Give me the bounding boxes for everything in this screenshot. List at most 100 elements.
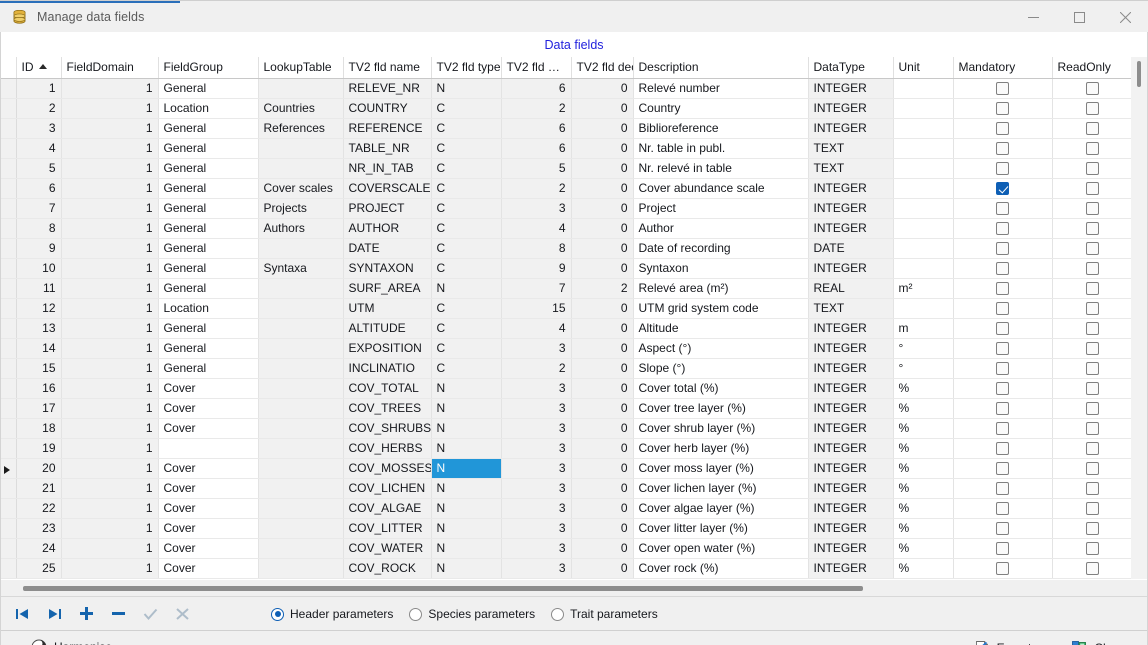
cell-fielddomain[interactable]: 1 [61, 318, 159, 339]
column-header-fielddomain[interactable]: FieldDomain [61, 57, 159, 79]
cell-fieldgroup[interactable]: General [158, 158, 259, 179]
cell-tv2-fld-type[interactable]: C [431, 318, 502, 339]
cell-id[interactable]: 9 [16, 238, 62, 259]
cell-fieldgroup[interactable]: Cover [158, 418, 259, 439]
cell-tv2-fld-dec[interactable]: 0 [571, 118, 634, 139]
cell-tv2-fld-name[interactable]: COVERSCALE [343, 178, 432, 199]
cell-tv2-fld-dec[interactable]: 0 [571, 258, 634, 279]
column-header-datatype[interactable]: DataType [808, 57, 894, 79]
column-header-readonly[interactable]: ReadOnly [1052, 57, 1133, 79]
cell-tv2-fld-name[interactable]: COV_SHRUBS [343, 418, 432, 439]
cell-tv2-fld-dec[interactable]: 0 [571, 358, 634, 379]
table-row[interactable]: 7 1 General Projects PROJECT C 3 0 Project INTEGE… [1, 198, 1133, 219]
checkbox-unchecked-icon[interactable] [996, 542, 1009, 556]
cell-unit[interactable]: % [893, 538, 954, 559]
cell-lookuptable[interactable]: Syntaxa [258, 258, 344, 279]
cell-fieldgroup[interactable]: General [158, 78, 259, 99]
checkbox-unchecked-icon[interactable] [1085, 122, 1099, 136]
cell-unit[interactable]: % [893, 378, 954, 399]
cell-tv2-fld-type[interactable]: N [431, 278, 502, 299]
cell-tv2-fld-length[interactable]: 6 [501, 78, 572, 99]
cell-fieldgroup[interactable]: Cover [158, 398, 259, 419]
cell-datatype[interactable]: INTEGER [808, 198, 894, 219]
checkbox-unchecked-icon[interactable] [996, 462, 1009, 476]
cell-lookuptable[interactable] [258, 358, 344, 379]
cell-description[interactable]: Altitude [633, 318, 809, 339]
cell-readonly[interactable] [1052, 478, 1133, 499]
checkbox-unchecked-icon[interactable] [1085, 262, 1099, 276]
checkbox-unchecked-icon[interactable] [996, 102, 1009, 116]
cell-description[interactable]: Cover abundance scale [633, 178, 809, 199]
grid-horizontal-scrollbar[interactable] [1, 579, 1147, 596]
cell-readonly[interactable] [1052, 98, 1133, 119]
cell-unit[interactable] [893, 258, 954, 279]
radio-unselected-icon[interactable] [409, 607, 423, 621]
cell-unit[interactable]: % [893, 438, 954, 459]
table-row[interactable]: 1 1 General RELEVE_NR N 6 0 Relevé number INTEGE… [1, 78, 1133, 99]
checkbox-unchecked-icon[interactable] [1085, 402, 1099, 416]
radio-unselected-icon[interactable] [551, 607, 565, 621]
cell-readonly[interactable] [1052, 558, 1133, 579]
cell-fielddomain[interactable]: 1 [61, 158, 159, 179]
checkbox-unchecked-icon[interactable] [1085, 482, 1099, 496]
checkbox-checked-icon[interactable] [996, 182, 1009, 196]
table-row[interactable]: 16 1 Cover COV_TOTAL N 3 0 Cover total (%) INTEG… [1, 378, 1133, 399]
cell-tv2-fld-type[interactable]: C [431, 218, 502, 239]
cell-tv2-fld-type[interactable]: N [431, 518, 502, 539]
column-header-unit[interactable]: Unit [893, 57, 954, 79]
cell-fieldgroup[interactable]: General [158, 318, 259, 339]
cell-fieldgroup[interactable]: Cover [158, 538, 259, 559]
cell-fieldgroup[interactable] [158, 438, 259, 459]
cell-id[interactable]: 8 [16, 218, 62, 239]
table-row[interactable]: 15 1 General INCLINATIO C 2 0 Slope (°) INTEGER ° [1, 358, 1133, 379]
cell-id[interactable]: 15 [16, 358, 62, 379]
checkbox-unchecked-icon[interactable] [1085, 182, 1099, 196]
cell-fielddomain[interactable]: 1 [61, 398, 159, 419]
cell-fielddomain[interactable]: 1 [61, 78, 159, 99]
cell-description[interactable]: UTM grid system code [633, 298, 809, 319]
cell-unit[interactable] [893, 198, 954, 219]
cell-datatype[interactable]: INTEGER [808, 258, 894, 279]
cell-tv2-fld-type[interactable]: C [431, 258, 502, 279]
cell-tv2-fld-dec[interactable]: 0 [571, 498, 634, 519]
cell-tv2-fld-name[interactable]: COV_MOSSES [343, 458, 432, 479]
cell-mandatory[interactable] [953, 378, 1053, 399]
cell-readonly[interactable] [1052, 358, 1133, 379]
cell-description[interactable]: Date of recording [633, 238, 809, 259]
cell-unit[interactable] [893, 178, 954, 199]
cell-mandatory[interactable] [953, 98, 1053, 119]
grid-horizontal-scroll-thumb[interactable] [23, 586, 863, 591]
cell-fielddomain[interactable]: 1 [61, 338, 159, 359]
cell-unit[interactable]: % [893, 498, 954, 519]
last-record-button[interactable] [39, 601, 69, 627]
cell-id[interactable]: 24 [16, 538, 62, 559]
cell-fielddomain[interactable]: 1 [61, 438, 159, 459]
cell-mandatory[interactable] [953, 558, 1053, 579]
cell-description[interactable]: Syntaxon [633, 258, 809, 279]
cell-id[interactable]: 17 [16, 398, 62, 419]
checkbox-unchecked-icon[interactable] [1085, 302, 1099, 316]
cell-tv2-fld-dec[interactable]: 0 [571, 78, 634, 99]
harmonise-button[interactable]: Harmonise [23, 635, 120, 645]
cell-readonly[interactable] [1052, 318, 1133, 339]
cell-mandatory[interactable] [953, 178, 1053, 199]
cell-tv2-fld-dec[interactable]: 0 [571, 298, 634, 319]
cell-tv2-fld-dec[interactable]: 0 [571, 558, 634, 579]
cell-datatype[interactable]: REAL [808, 278, 894, 299]
cancel-edit-button[interactable] [167, 601, 197, 627]
cell-tv2-fld-length[interactable]: 3 [501, 198, 572, 219]
cell-readonly[interactable] [1052, 338, 1133, 359]
cell-fieldgroup[interactable]: Cover [158, 378, 259, 399]
cell-fielddomain[interactable]: 1 [61, 418, 159, 439]
cell-unit[interactable]: % [893, 558, 954, 579]
table-row[interactable]: 2 1 Location Countries COUNTRY C 2 0 Country INTE… [1, 98, 1133, 119]
cell-fielddomain[interactable]: 1 [61, 278, 159, 299]
cell-datatype[interactable]: TEXT [808, 298, 894, 319]
cell-description[interactable]: Relevé number [633, 78, 809, 99]
cell-lookuptable[interactable] [258, 298, 344, 319]
cell-description[interactable]: Country [633, 98, 809, 119]
cell-tv2-fld-name[interactable]: AUTHOR [343, 218, 432, 239]
checkbox-unchecked-icon[interactable] [996, 422, 1009, 436]
delete-record-button[interactable] [103, 601, 133, 627]
cell-tv2-fld-type[interactable]: C [431, 198, 502, 219]
